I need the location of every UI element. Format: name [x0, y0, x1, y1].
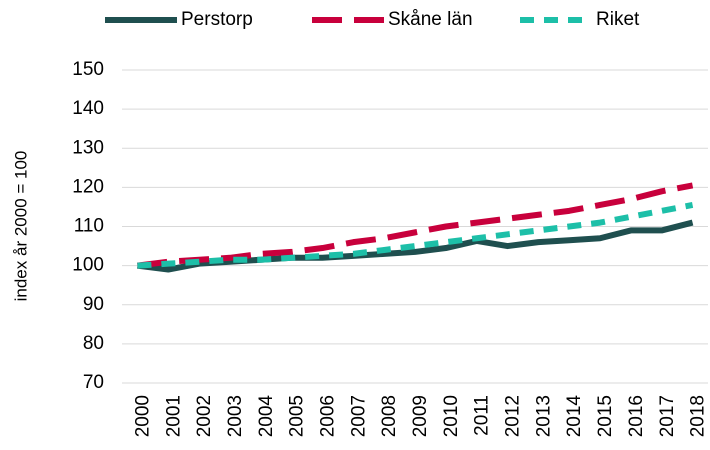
- x-tick-label: 2002: [194, 395, 215, 437]
- x-tick-label: 2017: [657, 395, 678, 437]
- x-tick-label: 2016: [626, 395, 647, 437]
- x-tick-label: 2009: [410, 395, 431, 437]
- x-tick-label: 2013: [533, 395, 554, 437]
- x-tick-label: 2006: [317, 395, 338, 437]
- y-tick-label: 80: [83, 333, 104, 354]
- x-tick-label: 2004: [256, 395, 277, 438]
- legend-label: Perstorp: [181, 9, 253, 30]
- y-tick-label: 130: [72, 137, 104, 158]
- legend-label: Riket: [596, 9, 640, 30]
- y-tick-label: 110: [74, 216, 104, 237]
- legend-label: Skåne län: [388, 9, 473, 30]
- y-tick-label: 90: [83, 294, 104, 315]
- x-tick-label: 2005: [287, 395, 308, 437]
- y-tick-label: 70: [83, 372, 104, 393]
- x-tick-label: 2000: [132, 395, 153, 437]
- series-line: [137, 219, 694, 273]
- x-tick-label: 2007: [348, 395, 369, 437]
- x-tick-label: 2008: [379, 395, 400, 437]
- x-tick-label: 2010: [441, 395, 462, 437]
- x-tick-label: 2015: [595, 395, 616, 437]
- y-tick-label: 150: [72, 59, 104, 80]
- x-tick-label: 2011: [472, 395, 493, 436]
- x-tick-label: 2014: [564, 395, 585, 438]
- x-tick-label: 2003: [225, 395, 246, 437]
- x-tick-label: 2012: [503, 395, 524, 437]
- y-tick-label: 120: [72, 176, 104, 197]
- y-axis-label: index år 2000 = 100: [11, 151, 30, 302]
- x-tick-label: 2018: [688, 395, 709, 437]
- y-tick-label: 100: [72, 255, 104, 276]
- series-line: [137, 202, 694, 269]
- y-tick-label: 140: [72, 98, 104, 119]
- x-tick-label: 2001: [163, 395, 184, 437]
- series-line: [137, 182, 694, 269]
